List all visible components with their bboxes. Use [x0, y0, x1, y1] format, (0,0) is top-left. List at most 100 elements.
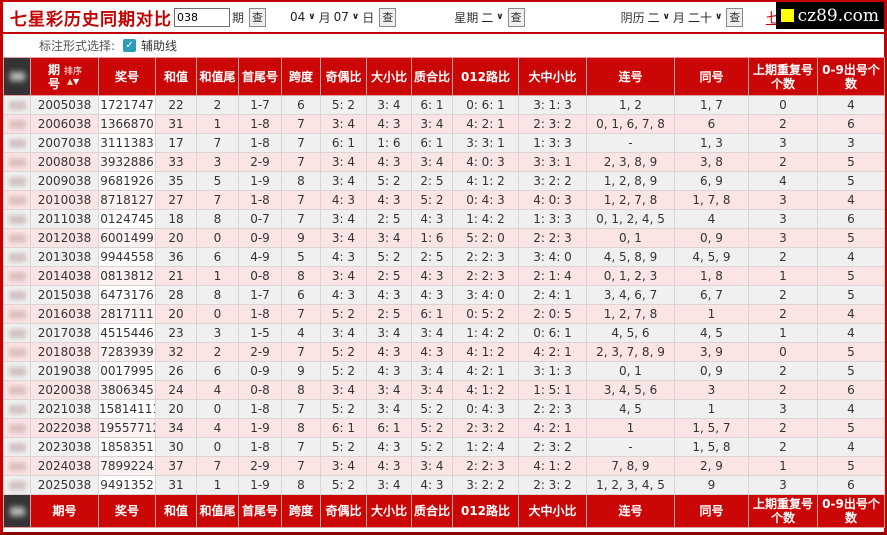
cell-same-number: 4, 5, 9 [674, 247, 749, 267]
col-header-same-number: 同号 [674, 57, 749, 96]
site-logo[interactable]: cz89.com [775, 2, 884, 29]
cell-digit-count: 4 [817, 95, 885, 115]
cell-road-012: 4: 1: 2 [452, 171, 519, 191]
table-row: 2019038 0017995 26 6 0-9 9 5: 2 4: 3 3: 4 4: 2: 1… [3, 361, 885, 381]
cell-consecutive: 4, 5, 6 [586, 323, 675, 343]
cell-big-small: 4: 3 [366, 285, 412, 305]
cell-prize: 0813812 [98, 266, 156, 286]
cell-odd-even: 6: 1 [320, 418, 367, 438]
cell-span: 7 [281, 209, 321, 229]
cell-repeat-count: 3 [748, 228, 818, 248]
cell-sum: 20 [155, 304, 197, 324]
censored-blur-blob [8, 328, 26, 338]
censored-cell [3, 285, 31, 305]
sort-desc-icon[interactable]: ▼ [72, 76, 80, 86]
cell-repeat-count: 0 [748, 342, 818, 362]
cell-same-number: 2, 9 [674, 456, 749, 476]
cell-big-mid-small: 3: 1: 3 [518, 95, 587, 115]
cell-sum: 35 [155, 171, 197, 191]
cell-road-012: 2: 2: 3 [452, 456, 519, 476]
cell-first-last: 2-9 [238, 152, 282, 172]
footer-col-prize: 奖号 [98, 494, 156, 528]
cell-span: 7 [281, 437, 321, 457]
table-row: 2007038 3111383 17 7 1-8 7 6: 1 1: 6 6: 1 3: 3: 1… [3, 133, 885, 153]
cell-consecutive: 1 [586, 418, 675, 438]
cell-span: 7 [281, 152, 321, 172]
censored-cell [3, 266, 31, 286]
col-header-sum-tail: 和值尾 [196, 57, 239, 96]
cell-big-mid-small: 4: 2: 1 [518, 418, 587, 438]
censored-cell [3, 399, 31, 419]
col-header-digit-count: 0-9出号个数 [817, 57, 885, 96]
cell-big-mid-small: 2: 3: 2 [518, 437, 587, 457]
period-search-button[interactable]: 查 [249, 7, 267, 27]
cell-sum-tail: 2 [196, 342, 239, 362]
cell-first-last: 1-8 [238, 304, 282, 324]
cell-sum-tail: 0 [196, 437, 239, 457]
cell-odd-even: 3: 4 [320, 228, 367, 248]
col-header-big-mid-small: 大中小比 [518, 57, 587, 96]
cell-consecutive: 4, 5 [586, 399, 675, 419]
cell-big-small: 4: 3 [366, 342, 412, 362]
cell-period: 2015038 [30, 285, 99, 305]
cell-odd-even: 3: 4 [320, 266, 367, 286]
cell-period: 2019038 [30, 361, 99, 381]
lunar-search-button[interactable]: 查 [726, 7, 744, 27]
cell-sum-tail: 4 [196, 380, 239, 400]
cell-consecutive: 1, 2, 3, 4, 5 [586, 475, 675, 495]
cell-digit-count: 6 [817, 475, 885, 495]
cell-same-number: 4 [674, 209, 749, 229]
day-select-value: 07 [333, 10, 349, 24]
cell-period: 2024038 [30, 456, 99, 476]
cell-period: 2025038 [30, 475, 99, 495]
cell-big-small: 2: 5 [366, 209, 412, 229]
month-select[interactable]: 04 ∨ [290, 10, 316, 24]
footer-col-prime-composite: 质合比 [411, 494, 453, 528]
period-input[interactable] [174, 7, 230, 27]
cell-prize: 1858351 [98, 437, 156, 457]
censored-cell [3, 475, 31, 495]
cell-sum-tail: 8 [196, 209, 239, 229]
cell-sum-tail: 1 [196, 475, 239, 495]
cell-first-last: 0-9 [238, 228, 282, 248]
cell-big-mid-small: 4: 2: 1 [518, 342, 587, 362]
lunar-month-select[interactable]: 二 ∨ [648, 9, 670, 26]
cell-consecutive: 0, 1, 6, 7, 8 [586, 114, 675, 134]
period-unit-label: 期 [232, 10, 245, 25]
lunar-day-select-value: 二十 [687, 10, 712, 25]
censored-cell [3, 456, 31, 476]
cell-consecutive: 1, 2, 7, 8 [586, 304, 675, 324]
cell-odd-even: 5: 2 [320, 361, 367, 381]
options-bar: 标注形式选择: ✓ 辅助线 [3, 34, 884, 57]
table-row: 2005038 1721747 22 2 1-7 6 5: 2 3: 4 6: 1 0: 6: 1… [3, 95, 885, 115]
sort-asc-icon[interactable]: ▲ [66, 76, 73, 86]
cell-same-number: 0, 9 [674, 228, 749, 248]
weekday-select[interactable]: 二 ∨ [481, 9, 503, 26]
col-header-repeat-count: 上期重复号个数 [748, 57, 818, 96]
cell-prize: 3932886 [98, 152, 156, 172]
cell-sum: 23 [155, 323, 197, 343]
cell-digit-count: 5 [817, 171, 885, 191]
footer-col-sum: 和值 [155, 494, 197, 528]
cell-first-last: 1-8 [238, 133, 282, 153]
cell-first-last: 1-9 [238, 171, 282, 191]
auxiliary-line-checkbox[interactable]: ✓ [123, 39, 137, 52]
table-row: 2011038 0124745 18 8 0-7 7 3: 4 2: 5 4: 3 1: 4: 2… [3, 209, 885, 229]
footer-col-digit-count: 0-9出号个数 [817, 494, 885, 528]
weekday-search-button[interactable]: 查 [507, 7, 525, 27]
censored-blur-blob [8, 461, 26, 471]
cell-first-last: 0-8 [238, 380, 282, 400]
cell-repeat-count: 2 [748, 418, 818, 438]
col-header-period[interactable]: 期号 排序 ▲▼ [30, 57, 99, 96]
lunar-day-select[interactable]: 二十 ∨ [688, 9, 722, 26]
day-select[interactable]: 07 ∨ [334, 10, 360, 24]
cell-span: 6 [281, 95, 321, 115]
table-header-row: 期号 排序 ▲▼ 奖号 和值 和值尾 首尾号 跨度 奇偶比 大小比 质合比 01… [3, 57, 885, 96]
table-row: 2021038 15814111 20 0 1-8 7 5: 2 3: 4 5: 2 0: 4: … [3, 399, 885, 419]
cell-big-mid-small: 2: 4: 1 [518, 285, 587, 305]
date-search-button[interactable]: 查 [379, 7, 397, 27]
cell-big-mid-small: 2: 0: 5 [518, 304, 587, 324]
cell-first-last: 1-7 [238, 95, 282, 115]
cell-repeat-count: 1 [748, 456, 818, 476]
cell-prize: 6001499 [98, 228, 156, 248]
